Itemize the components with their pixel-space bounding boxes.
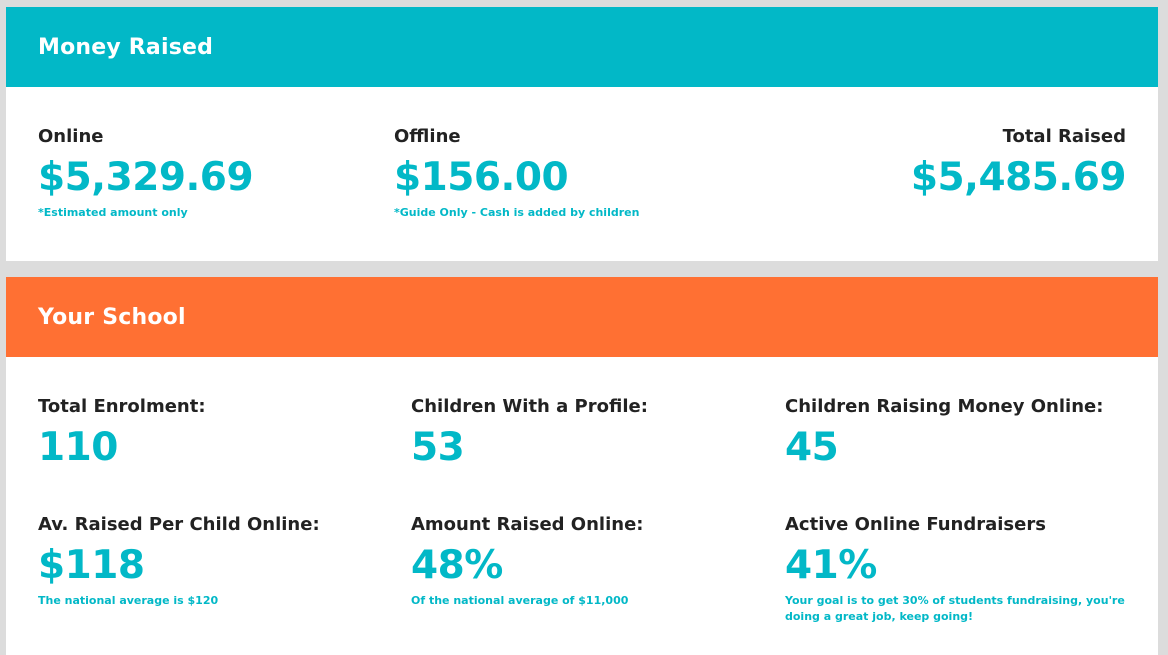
online-note: *Estimated amount only — [38, 206, 188, 219]
money-raised-panel: Online $5,329.69 *Estimated amount only … — [6, 87, 1158, 261]
children-with-profile-value: 53 — [411, 425, 465, 470]
your-school-title: Your School — [38, 304, 186, 330]
offline-value: $156.00 — [394, 155, 569, 200]
amount-raised-online-label: Amount Raised Online: — [411, 514, 644, 535]
av-raised-per-child-note: The national average is $120 — [38, 594, 219, 607]
av-raised-per-child-stat: Av. Raised Per Child Online: $118 The na… — [38, 514, 320, 609]
active-fundraisers-note: Your goal is to get 30% of students fund… — [785, 594, 1125, 623]
active-fundraisers-stat: Active Online Fundraisers 41% Your goal … — [785, 514, 1125, 625]
total-raised-stat: Total Raised $5,485.69 — [910, 126, 1127, 200]
children-raising-online-label: Children Raising Money Online: — [785, 396, 1104, 417]
amount-raised-online-note: Of the national average of $11,000 — [411, 594, 629, 607]
total-raised-label: Total Raised — [1002, 126, 1126, 147]
children-with-profile-label: Children With a Profile: — [411, 396, 648, 417]
money-raised-header: Money Raised — [6, 7, 1158, 87]
children-with-profile-stat: Children With a Profile: 53 — [411, 396, 648, 467]
children-raising-online-stat: Children Raising Money Online: 45 — [785, 396, 1103, 467]
total-enrolment-label: Total Enrolment: — [38, 396, 206, 417]
amount-raised-online-stat: Amount Raised Online: 48% Of the nationa… — [411, 514, 643, 609]
your-school-header: Your School — [6, 277, 1158, 357]
total-enrolment-stat: Total Enrolment: 110 — [38, 396, 206, 467]
active-fundraisers-label: Active Online Fundraisers — [785, 514, 1046, 535]
total-raised-value: $5,485.69 — [910, 155, 1127, 200]
online-value: $5,329.69 — [38, 155, 254, 200]
av-raised-per-child-value: $118 — [38, 543, 145, 588]
av-raised-per-child-label: Av. Raised Per Child Online: — [38, 514, 320, 535]
your-school-panel: Total Enrolment: 110 Children With a Pro… — [6, 357, 1158, 655]
online-stat: Online $5,329.69 *Estimated amount only — [38, 126, 254, 221]
money-raised-title: Money Raised — [38, 34, 214, 60]
amount-raised-online-value: 48% — [411, 543, 503, 588]
total-enrolment-value: 110 — [38, 425, 118, 470]
children-raising-online-value: 45 — [785, 425, 839, 470]
offline-label: Offline — [394, 126, 461, 147]
online-label: Online — [38, 126, 104, 147]
offline-stat: Offline $156.00 *Guide Only - Cash is ad… — [394, 126, 639, 221]
active-fundraisers-value: 41% — [785, 543, 877, 588]
offline-note: *Guide Only - Cash is added by children — [394, 206, 640, 219]
